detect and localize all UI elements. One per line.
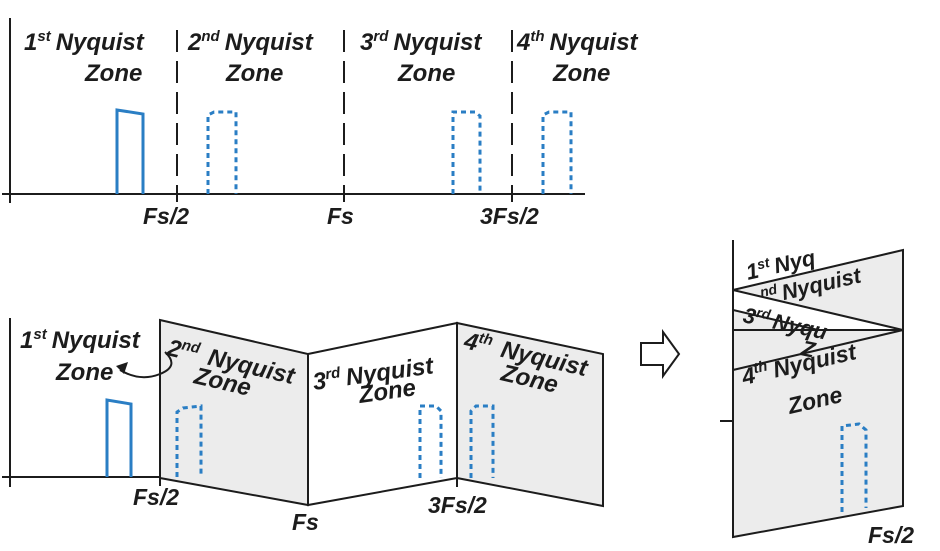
top-image-spectrum-zone3	[451, 110, 482, 194]
top-zone3-line2: Zone	[397, 60, 455, 87]
top-tick-label-fs2: Fs/2	[143, 203, 189, 229]
top-zone3-line1: 3rd Nyquist	[360, 28, 482, 56]
bottom-tick-label-fs: Fs	[292, 509, 319, 535]
top-zone1-line1: 1st Nyquist	[24, 28, 145, 56]
fold-sheet-zone3	[307, 321, 458, 507]
folded-image-spectrum	[840, 422, 868, 512]
top-zone4-line2: Zone	[552, 60, 610, 87]
hollow-right-arrow-icon	[640, 328, 681, 380]
bottom-zone1-line2: Zone	[55, 359, 113, 386]
folded-sheet-zone4	[732, 328, 904, 539]
bottom-image-spectrum-zone2	[175, 404, 203, 477]
top-zone2-line1: 2nd Nyquist	[187, 28, 314, 56]
bottom-tick-label-3fs2: 3Fs/2	[428, 492, 487, 518]
top-image-spectrum-zone4	[541, 110, 573, 194]
bottom-zone1-line1: 1st Nyquist	[20, 326, 141, 354]
top-tick-label-3fs2: 3Fs/2	[480, 203, 539, 229]
top-tick-label-fs: Fs	[327, 203, 354, 229]
bottom-image-spectrum-zone4	[469, 404, 495, 478]
top-zone2-line2: Zone	[225, 60, 283, 87]
bottom-image-spectrum-zone3	[418, 404, 443, 478]
fold-curved-arrow-icon	[119, 351, 173, 379]
top-image-spectrum-zone2	[206, 110, 238, 194]
bottom-tick-label-fs2: Fs/2	[133, 484, 179, 510]
bottom-panel: 1st Nyquist Zone 2nd Nyquist Zone 3rd Nyqui…	[2, 318, 604, 535]
top-panel: 1st Nyquist Zone 2nd Nyquist Zone 3rd Nyqui…	[2, 18, 639, 229]
top-zone1-line2: Zone	[84, 60, 142, 87]
folded-panel: 1stNyq ndNyquist 3rdNyqu Z 4thNyquist Zo…	[720, 240, 914, 548]
top-zone4-line1: 4th Nyquist	[516, 28, 639, 56]
folded-tick-label-fs2: Fs/2	[868, 522, 914, 548]
top-signal-spectrum	[115, 108, 145, 194]
bottom-signal-spectrum	[105, 398, 133, 477]
fold-arrowhead-icon	[116, 362, 128, 374]
